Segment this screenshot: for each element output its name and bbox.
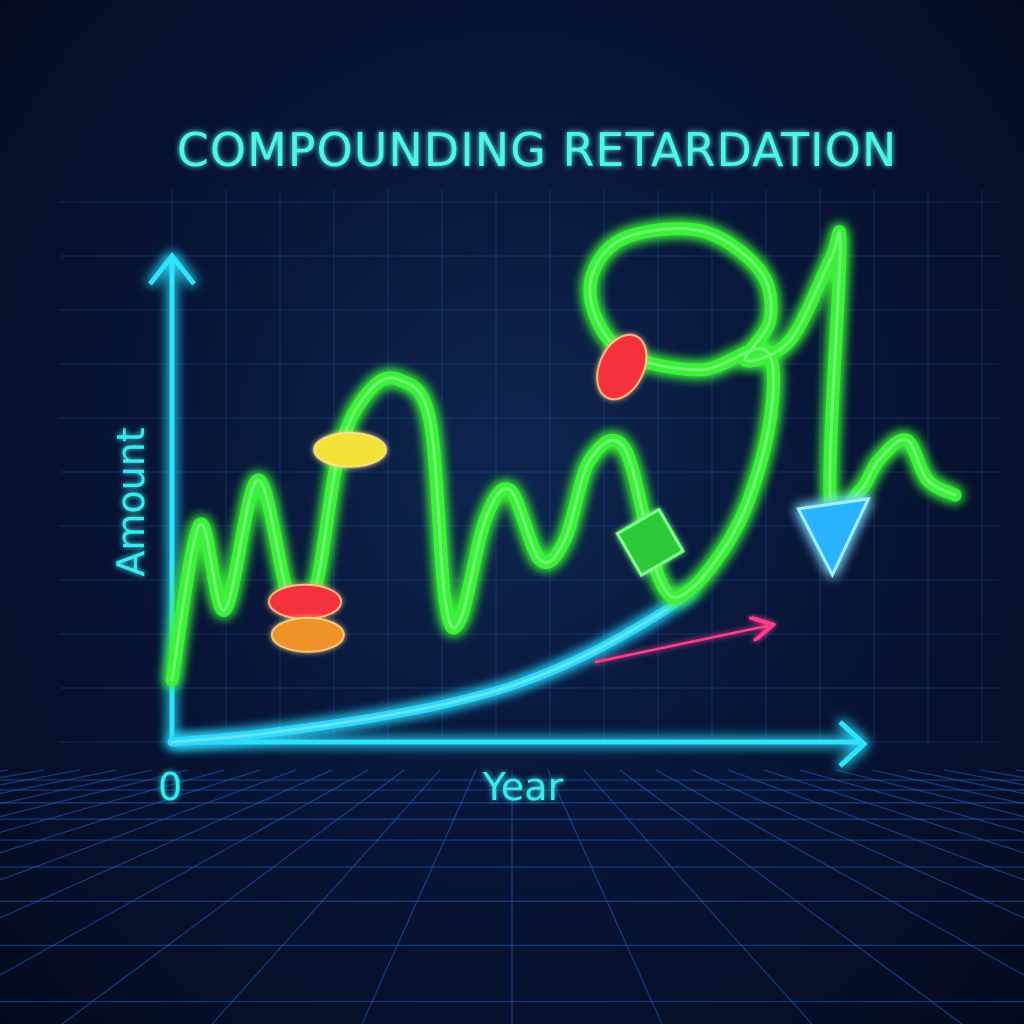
line-core	[170, 589, 694, 744]
floor-line	[763, 769, 1024, 854]
pink-arrow	[594, 625, 771, 664]
chart-grid	[60, 190, 1000, 743]
series-layer	[165, 222, 962, 747]
floor-line	[547, 769, 663, 1024]
floor-line	[0, 769, 9, 772]
perspective-floor-grid	[0, 769, 1024, 1024]
floor-line	[361, 769, 477, 1024]
annotation-layer	[594, 483, 771, 664]
floor-line	[0, 769, 225, 834]
floor-line	[0, 769, 117, 795]
floor-line	[619, 769, 963, 1024]
floor-line	[655, 769, 1024, 976]
floor-line	[907, 769, 1024, 795]
floor-line	[0, 769, 189, 818]
triangle-down-marker	[796, 496, 871, 579]
floor-line	[0, 769, 297, 881]
line-core	[170, 227, 957, 682]
floor-line	[0, 769, 45, 779]
floor-line	[943, 769, 1024, 786]
square-marker	[615, 507, 686, 578]
floor-line	[871, 769, 1024, 805]
floor-line	[0, 769, 81, 786]
floor-line	[835, 769, 1024, 818]
floor-line	[0, 769, 153, 805]
ellipse-marker	[270, 616, 345, 653]
origin-label: 0	[158, 765, 182, 809]
y-axis-label: Amount	[109, 427, 153, 576]
floor-line	[583, 769, 813, 1024]
y-axis-arrow-icon	[148, 251, 196, 286]
ellipse-marker	[268, 583, 343, 620]
floor-line	[727, 769, 1024, 881]
ellipse-marker	[596, 333, 648, 401]
floor-line	[0, 769, 261, 854]
floor-line	[1015, 769, 1024, 772]
floor-line	[979, 769, 1024, 779]
floor-line	[799, 769, 1024, 834]
x-axis-arrow-icon	[838, 720, 868, 768]
ellipse-marker	[313, 431, 388, 468]
marker-layer	[268, 333, 871, 653]
exponential-curve-line	[167, 586, 697, 747]
x-axis-label: Year	[482, 765, 564, 809]
volatile-line	[165, 222, 962, 687]
floor-line	[0, 769, 369, 976]
floor-line	[61, 769, 405, 1024]
floor-line	[691, 769, 1024, 919]
floor-line	[211, 769, 441, 1024]
floor-line	[0, 769, 333, 919]
chart-title: COMPOUNDING RETARDATION	[177, 123, 897, 177]
